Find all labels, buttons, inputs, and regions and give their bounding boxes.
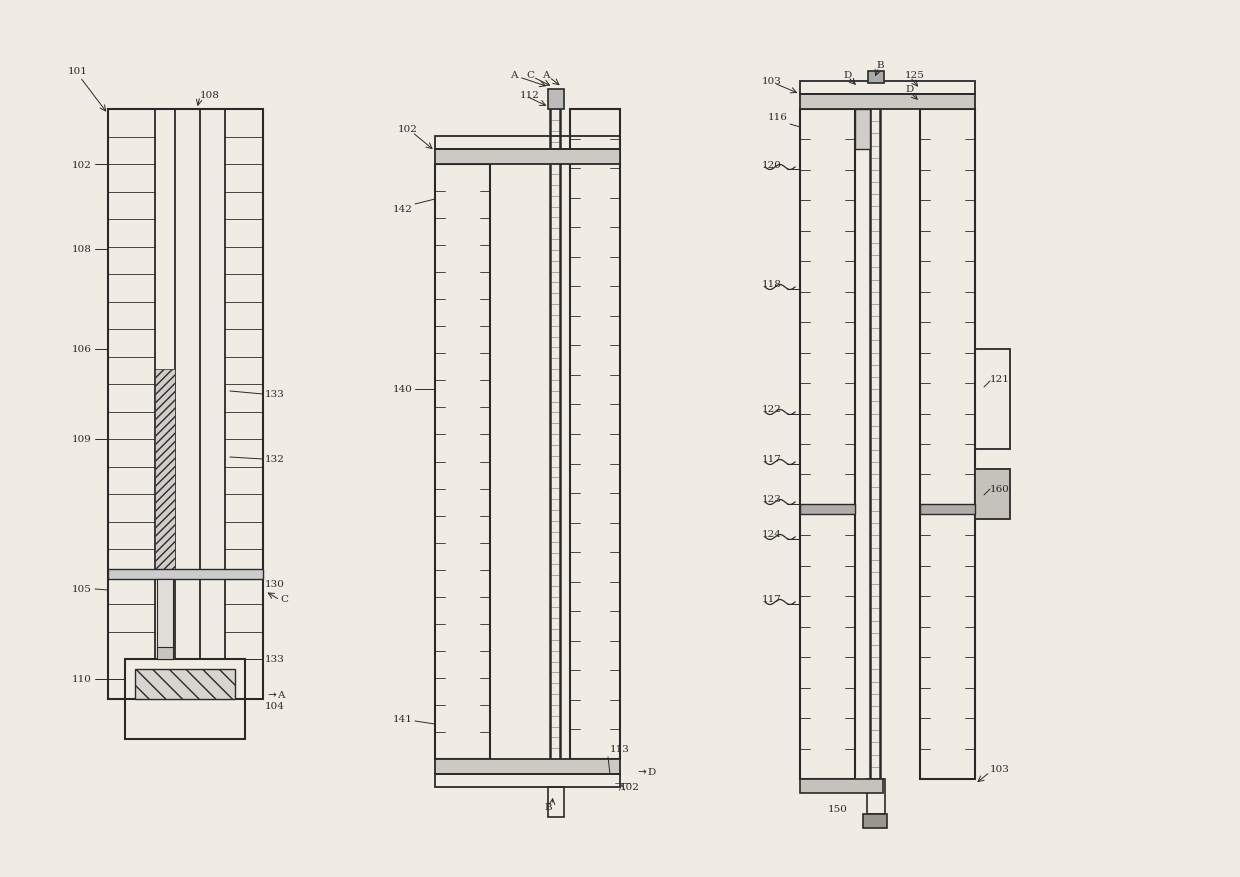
Bar xyxy=(435,774,620,787)
Text: B: B xyxy=(875,61,884,69)
Bar xyxy=(863,814,887,828)
Text: 125: 125 xyxy=(905,70,925,80)
Bar xyxy=(435,165,490,759)
Text: 150: 150 xyxy=(828,804,848,814)
Text: 117: 117 xyxy=(763,455,782,464)
Bar xyxy=(108,110,263,699)
Text: 102: 102 xyxy=(398,125,418,134)
Text: 140: 140 xyxy=(393,385,413,394)
Text: 132: 132 xyxy=(265,455,285,464)
Text: $\rightarrow$D: $\rightarrow$D xyxy=(635,766,657,777)
Text: 133: 133 xyxy=(265,390,285,399)
Text: 113: 113 xyxy=(610,745,630,753)
Bar xyxy=(920,110,975,779)
Bar xyxy=(975,350,1011,450)
Bar xyxy=(157,647,174,660)
Text: 102: 102 xyxy=(620,782,640,792)
Bar xyxy=(435,759,620,774)
Bar xyxy=(108,569,263,580)
Bar xyxy=(155,110,175,660)
Text: D: D xyxy=(843,70,851,80)
Text: 108: 108 xyxy=(72,246,92,254)
Text: 124: 124 xyxy=(763,530,782,538)
Bar xyxy=(155,369,175,569)
Text: A: A xyxy=(542,70,549,80)
Text: 105: 105 xyxy=(72,585,92,594)
Bar xyxy=(548,787,564,817)
Text: 142: 142 xyxy=(393,205,413,214)
Text: 141: 141 xyxy=(393,715,413,724)
Text: 109: 109 xyxy=(72,435,92,444)
Text: 122: 122 xyxy=(763,405,782,414)
Text: 106: 106 xyxy=(72,346,92,354)
Bar xyxy=(435,150,620,165)
Text: A: A xyxy=(510,70,518,80)
Text: 121: 121 xyxy=(990,375,1009,384)
Bar xyxy=(920,504,975,515)
Bar xyxy=(800,82,975,95)
Text: B: B xyxy=(544,802,552,811)
Text: 108: 108 xyxy=(200,90,219,99)
Text: 118: 118 xyxy=(763,280,782,289)
Bar xyxy=(135,669,236,699)
Text: 103: 103 xyxy=(990,765,1009,774)
Bar xyxy=(570,110,620,759)
Text: D: D xyxy=(905,85,913,95)
Bar xyxy=(200,110,224,660)
Text: 130: 130 xyxy=(265,580,285,588)
Text: 112: 112 xyxy=(520,90,539,99)
Text: $\rightarrow$A: $\rightarrow$A xyxy=(265,688,288,700)
Text: 104: 104 xyxy=(265,702,285,710)
Text: 123: 123 xyxy=(763,495,782,504)
Bar xyxy=(867,779,885,814)
Bar xyxy=(125,660,246,739)
Bar xyxy=(435,137,620,150)
Bar xyxy=(800,110,856,779)
Text: 102: 102 xyxy=(72,160,92,169)
Bar xyxy=(856,110,870,150)
Text: 117: 117 xyxy=(763,595,782,603)
Bar xyxy=(800,779,883,793)
Text: 116: 116 xyxy=(768,113,787,123)
Bar xyxy=(800,95,975,110)
Text: 120: 120 xyxy=(763,160,782,169)
Text: C: C xyxy=(280,595,288,603)
Bar xyxy=(868,72,884,84)
Bar xyxy=(157,580,174,660)
Text: 101: 101 xyxy=(68,68,88,76)
Text: 133: 133 xyxy=(265,655,285,664)
Text: 103: 103 xyxy=(763,77,782,87)
Text: 110: 110 xyxy=(72,674,92,684)
Text: 160: 160 xyxy=(990,485,1009,494)
Bar xyxy=(548,90,564,110)
Bar xyxy=(800,504,856,515)
Text: C: C xyxy=(526,70,534,80)
Bar xyxy=(975,469,1011,519)
